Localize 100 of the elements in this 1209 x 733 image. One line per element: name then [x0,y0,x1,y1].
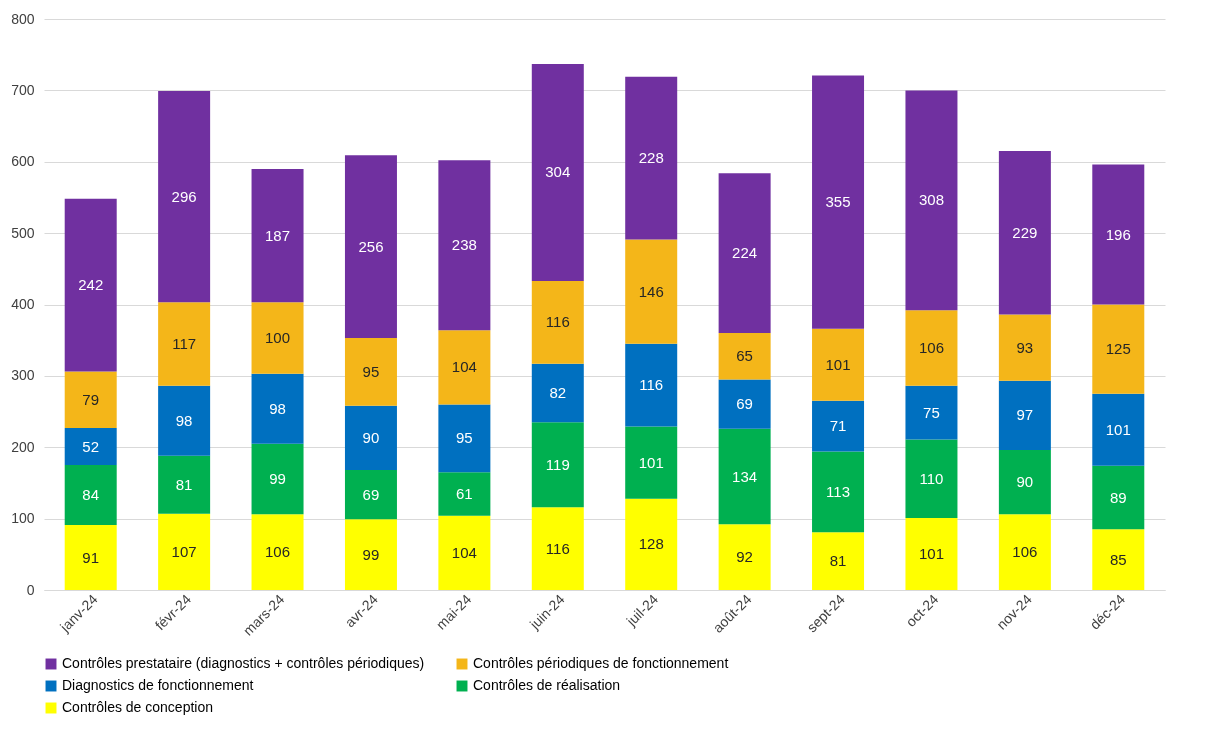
data-label: 242 [78,276,104,294]
bar [625,239,678,344]
bar [64,198,117,372]
data-label: 224 [732,244,758,262]
data-label: 84 [82,486,100,504]
bar [251,514,304,590]
data-label: 106 [1012,543,1038,561]
data-label: 116 [545,313,570,331]
data-label: 116 [639,376,664,394]
bar [998,514,1051,590]
bar [344,519,397,590]
data-label: 99 [362,545,380,563]
bar [64,371,117,428]
bar [1092,164,1145,305]
y-tick-label: 100 [11,510,35,527]
bar [158,302,211,386]
bar [998,314,1051,381]
bar [438,515,491,590]
data-label: 355 [825,193,851,211]
y-tick-label: 0 [26,581,35,598]
data-label: 95 [362,362,380,380]
data-label: 125 [1105,340,1131,358]
data-label: 229 [1012,223,1038,241]
bar [438,330,491,405]
bar [64,465,117,526]
data-label: 134 [732,467,758,485]
bar [158,513,211,590]
bar [625,76,678,240]
data-label: 65 [736,347,753,365]
data-label: 90 [1016,473,1034,491]
legend-label: Contrôles périodiques de fonctionnement [473,655,729,671]
bar [625,426,678,499]
bar [718,524,771,590]
bar [718,428,771,525]
bar [438,472,491,516]
bar [344,470,397,520]
data-label: 113 [826,482,850,500]
legend-label: Contrôles prestataire (diagnostics + contrôles périodiques) [62,655,425,671]
data-label: 71 [829,417,847,435]
bar [64,525,117,590]
data-label: 101 [638,453,664,471]
data-label: 61 [456,485,473,502]
bar [718,333,771,380]
bar [905,385,958,440]
bar [998,380,1051,451]
bar [251,373,304,444]
data-label: 97 [1016,406,1034,424]
bar [344,405,397,471]
data-label: 100 [265,329,291,347]
bar [531,280,584,364]
bar [905,517,958,590]
bar [344,155,397,339]
data-label: 85 [1109,550,1127,568]
data-label: 106 [265,543,291,561]
bar [251,168,304,303]
bar [1092,393,1145,466]
legend-label: Diagnostics de fonctionnement [62,677,254,693]
data-label: 101 [918,544,944,562]
bar [998,151,1051,315]
bar [531,422,584,508]
data-label: 101 [825,355,851,373]
data-label: 116 [545,539,570,557]
data-label: 119 [545,455,570,473]
data-label: 101 [1105,420,1131,438]
data-label: 107 [171,542,197,560]
bar [625,343,678,427]
data-label: 69 [362,485,380,503]
data-label: 238 [451,236,477,254]
data-label: 228 [638,149,664,167]
data-label: 128 [638,535,664,553]
bar [158,455,211,514]
y-tick-label: 700 [11,81,35,98]
data-label: 69 [736,395,753,413]
y-tick-label: 600 [11,153,35,170]
bar [998,450,1051,515]
bar [344,338,397,406]
data-label: 98 [269,399,286,417]
bar [812,532,865,590]
bar [438,160,491,331]
data-label: 98 [175,411,193,429]
bar [625,498,678,590]
bar [812,400,865,452]
bar [905,90,958,311]
data-label: 81 [829,552,847,570]
bar [438,404,491,473]
data-label: 196 [1105,225,1131,243]
data-label: 304 [545,163,571,181]
bar [905,310,958,386]
data-label: 52 [82,437,100,455]
y-tick-label: 500 [11,224,35,241]
data-label: 79 [82,390,100,408]
data-label: 308 [918,191,944,209]
bar [531,363,584,423]
y-tick-label: 200 [11,438,35,455]
bar [905,439,958,518]
data-label: 110 [919,469,944,487]
bar [812,75,865,329]
data-label: 104 [451,358,477,376]
data-label: 256 [358,237,384,255]
bar [812,451,865,533]
